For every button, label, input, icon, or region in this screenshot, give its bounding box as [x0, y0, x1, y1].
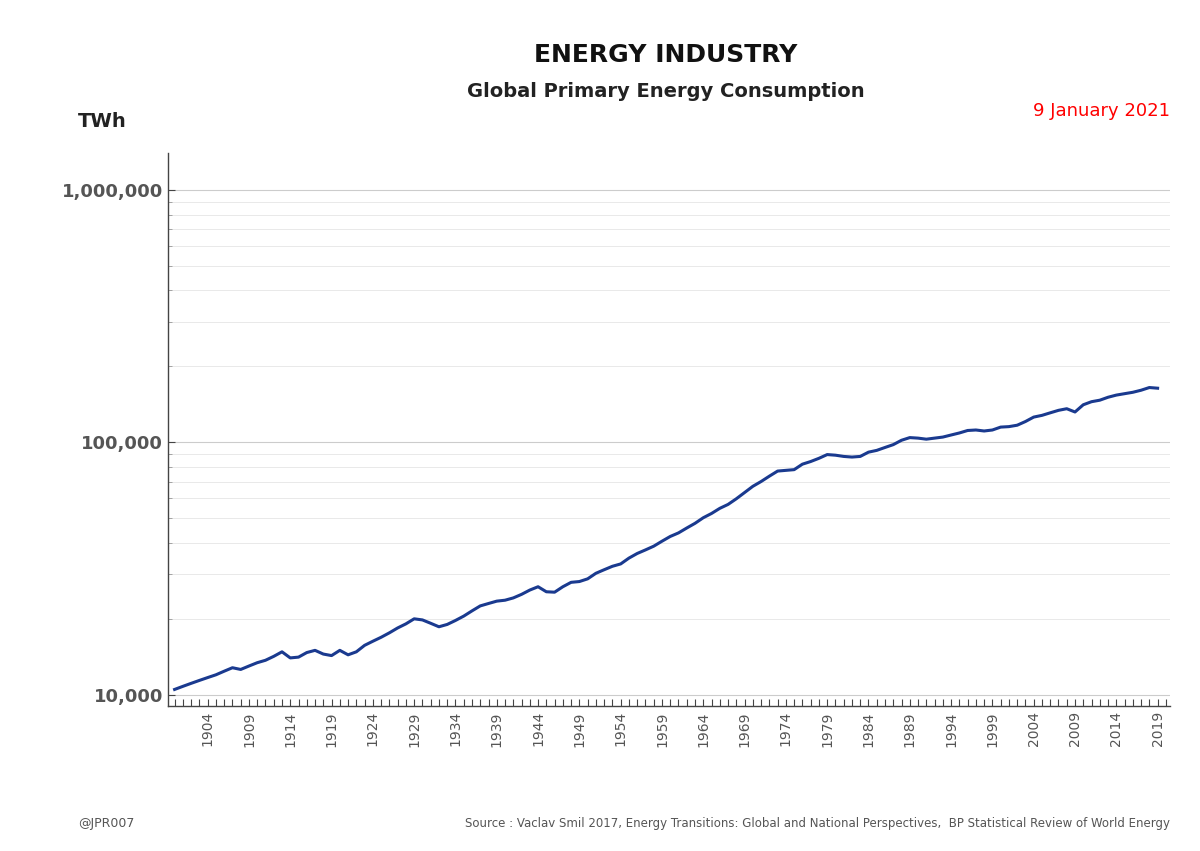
Text: @JPR007: @JPR007 [78, 817, 134, 830]
Text: TWh: TWh [78, 112, 126, 131]
Text: Global Primary Energy Consumption: Global Primary Energy Consumption [467, 82, 865, 100]
Text: ENERGY INDUSTRY: ENERGY INDUSTRY [534, 43, 798, 67]
Text: Source : Vaclav Smil 2017, Energy Transitions: Global and National Perspectives,: Source : Vaclav Smil 2017, Energy Transi… [466, 817, 1170, 830]
Text: 9 January 2021: 9 January 2021 [1033, 102, 1170, 120]
